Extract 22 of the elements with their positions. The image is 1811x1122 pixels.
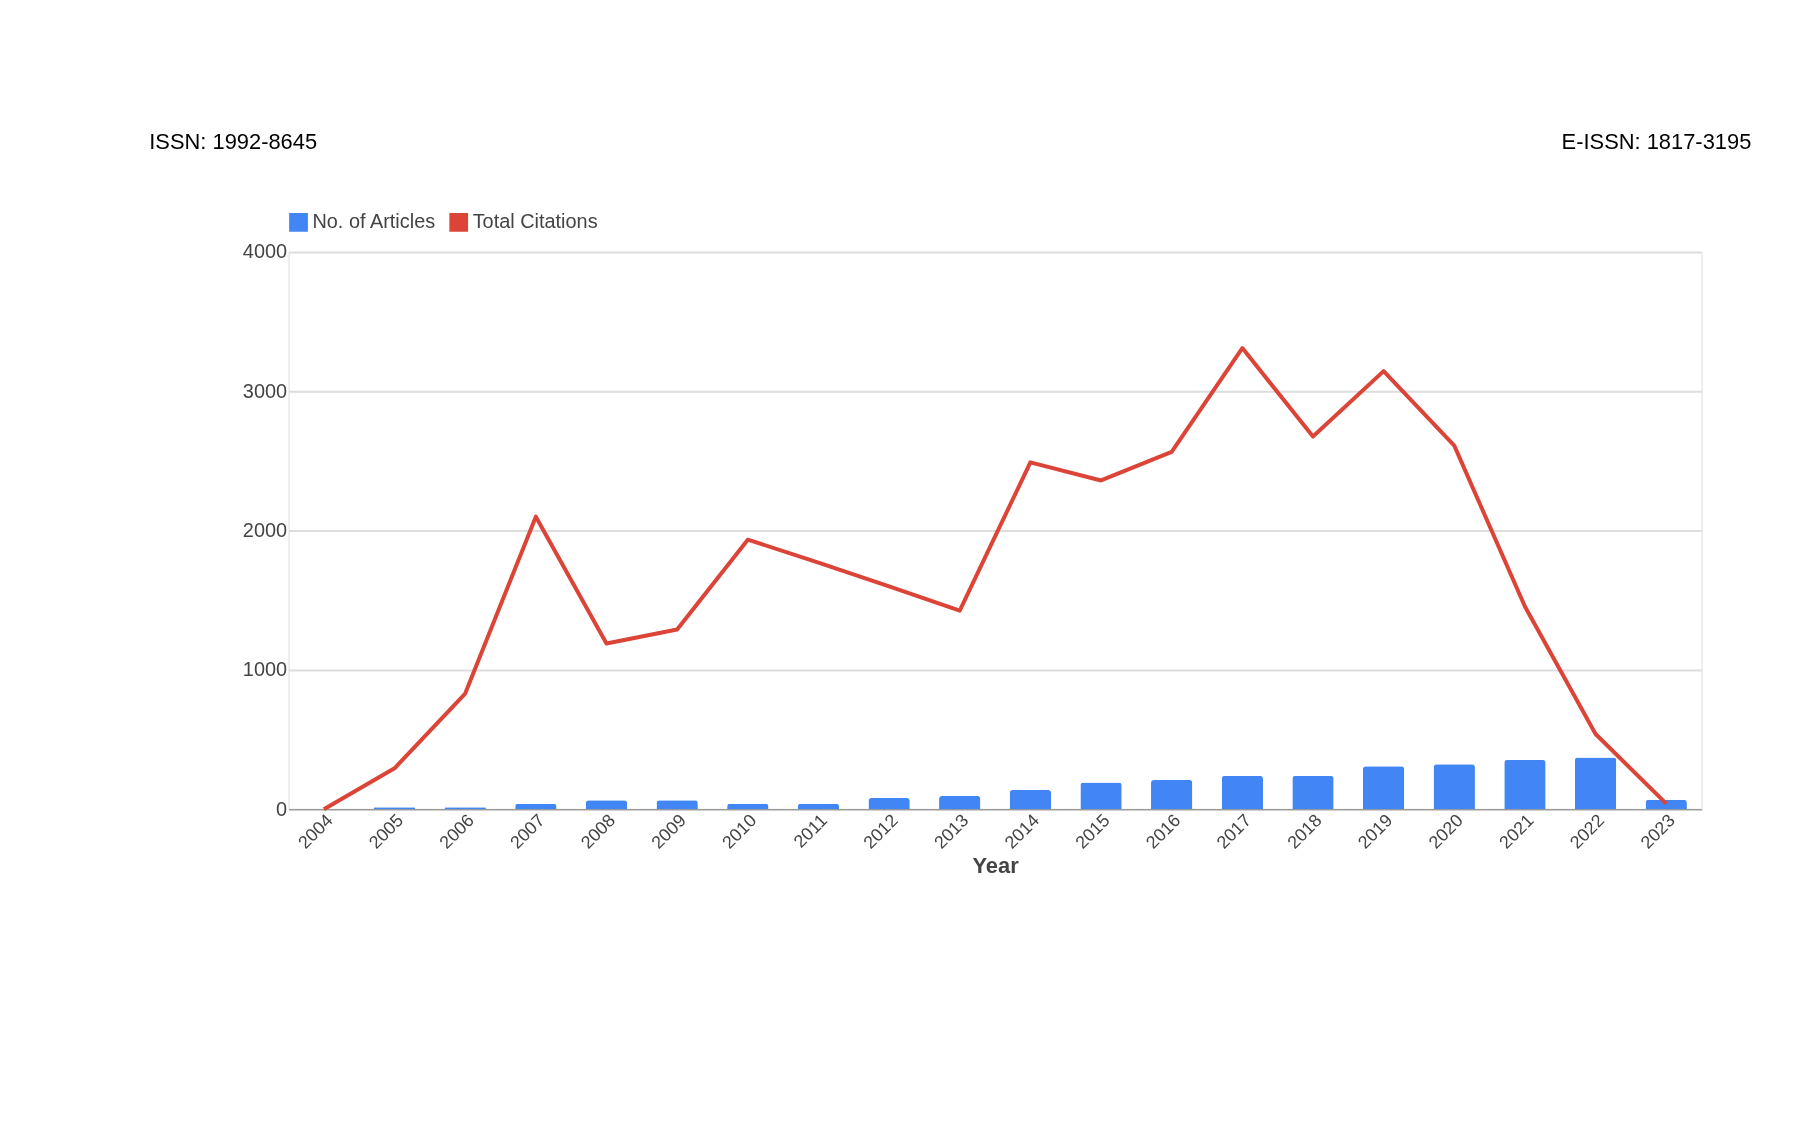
y-tick-label: 2000 [242,519,288,542]
bar [868,798,910,810]
text: ISSN: 1992-8645 [149,129,318,155]
y-tick-label: 3000 [242,379,288,402]
bar [1151,780,1193,810]
bar [1080,782,1122,810]
y-tick-label: 0 [276,797,288,820]
bar [1292,775,1334,810]
bar [1574,757,1617,810]
bar [1221,775,1263,810]
legend-label: Total Citations [472,210,598,233]
bar [1504,759,1546,810]
y-tick-label: 4000 [242,240,288,263]
line-series [321,346,1669,812]
y-tick-label: 1000 [242,658,288,681]
legend-label: No. of Articles [312,210,436,233]
x-axis-title: Year [972,853,1020,879]
bar [1362,766,1405,810]
bar [1009,789,1052,810]
bar [939,795,981,810]
bar [1433,764,1475,810]
text: E-ISSN: 1817-3195 [1561,129,1752,155]
